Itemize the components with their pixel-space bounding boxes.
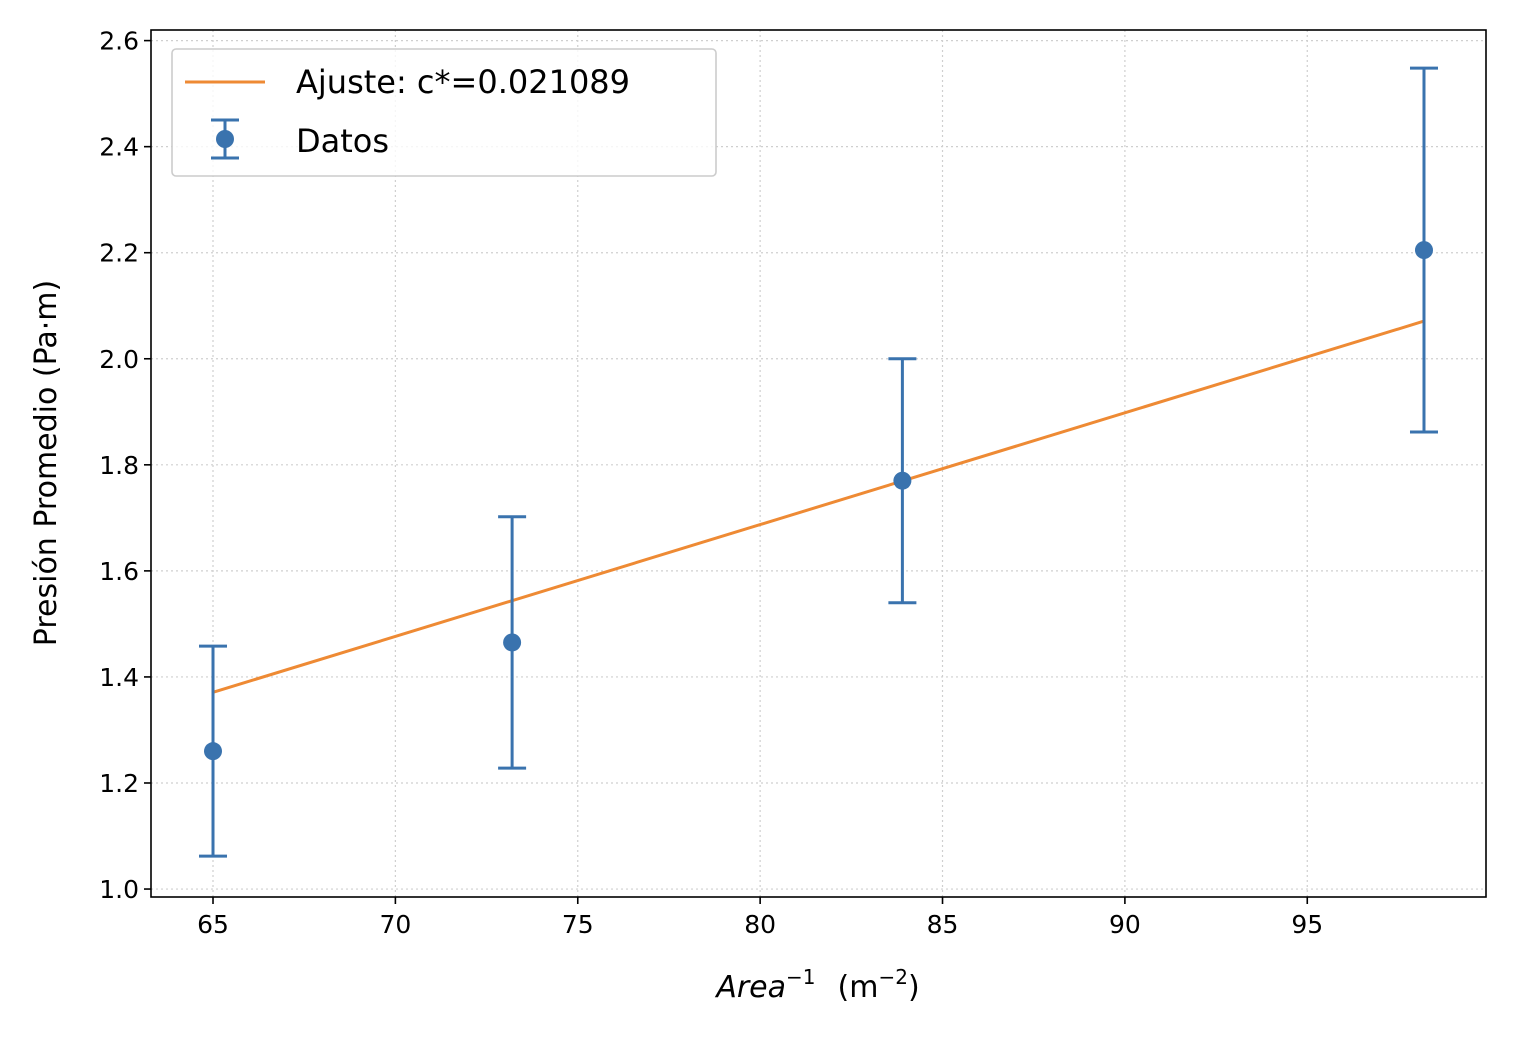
- data-point: [199, 644, 228, 858]
- x-tick-label: 90: [1109, 910, 1141, 939]
- y-tick-label: 2.2: [99, 239, 139, 268]
- x-tick-label: 75: [562, 910, 594, 939]
- legend: Ajuste: c*=0.021089 Datos: [171, 48, 717, 177]
- x-tick-label: 85: [927, 910, 959, 939]
- x-tick-label: 65: [197, 910, 229, 939]
- ticks: 65 70 75 80 85 90 95 1.0 1.2 1.4 1.6 1.8 2.0 2.2 2.4 2.…: [99, 27, 1323, 939]
- x-axis-unit-open: (m: [838, 970, 879, 1005]
- data-marker: [503, 633, 522, 652]
- data-points-layer: [199, 66, 1438, 858]
- x-axis-unit-close: ): [908, 970, 920, 1005]
- x-tick-label: 95: [1291, 910, 1323, 939]
- data-marker: [1414, 241, 1433, 260]
- y-tick-label: 2.6: [99, 27, 139, 56]
- y-tick-label: 2.0: [99, 345, 139, 374]
- x-axis-var: Area: [714, 970, 786, 1005]
- data-marker: [204, 742, 223, 761]
- plot-frame: [150, 29, 1487, 898]
- y-tick-label: 1.8: [99, 451, 139, 480]
- legend-data-label: Datos: [296, 122, 389, 160]
- legend-data-swatch: [211, 118, 239, 160]
- data-marker: [893, 471, 912, 490]
- y-axis-title: Presión Promedio (Pa·m): [29, 280, 64, 646]
- y-tick-label: 1.2: [99, 769, 139, 798]
- x-tick-label: 70: [379, 910, 411, 939]
- data-point: [888, 357, 917, 605]
- y-tick-label: 1.4: [99, 663, 139, 692]
- x-tick-label: 80: [744, 910, 776, 939]
- fit-line-layer: [212, 319, 1425, 694]
- fit-line: [212, 319, 1425, 694]
- data-point: [498, 515, 527, 770]
- y-tick-label: 1.0: [99, 875, 139, 904]
- data-point: [1409, 66, 1438, 434]
- x-axis-title: Area−1 (m−2): [714, 965, 919, 1005]
- legend-box: [171, 48, 717, 177]
- y-tick-label: 1.6: [99, 557, 139, 586]
- x-axis-unit-exp: −2: [878, 965, 907, 989]
- x-axis-var-exp: −1: [786, 965, 815, 989]
- legend-fit-label: Ajuste: c*=0.021089: [296, 63, 630, 101]
- y-tick-label: 2.4: [99, 133, 139, 162]
